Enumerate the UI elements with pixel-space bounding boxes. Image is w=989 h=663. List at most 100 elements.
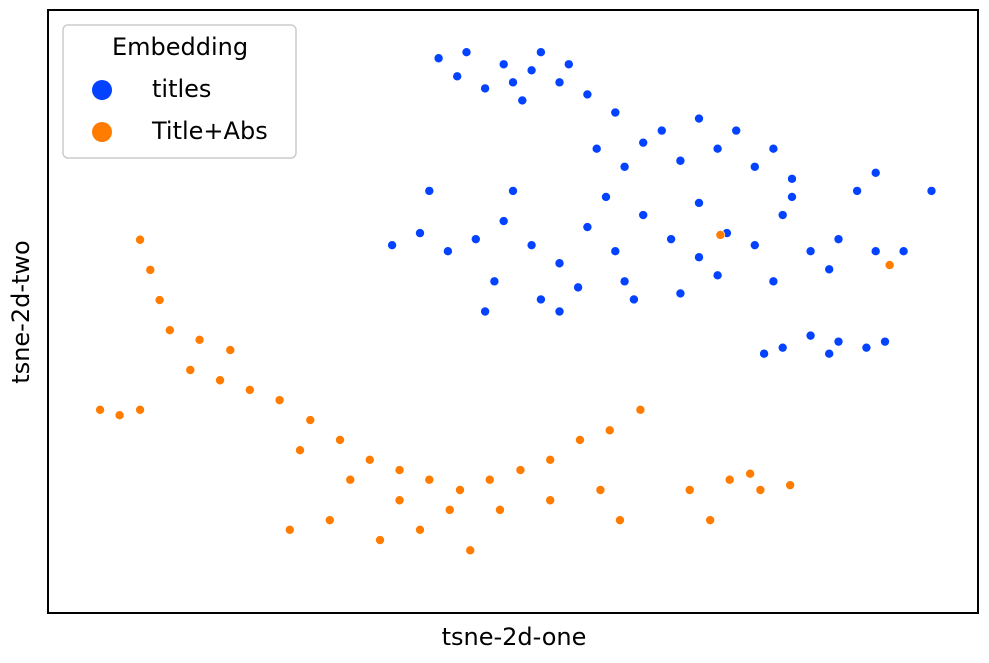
point [833, 336, 844, 347]
point [415, 524, 425, 535]
point [554, 306, 565, 317]
point [824, 264, 835, 275]
point [215, 375, 225, 386]
point [345, 474, 356, 485]
point [749, 161, 760, 172]
point [480, 306, 490, 317]
point [295, 445, 305, 455]
point [777, 210, 788, 220]
point [274, 395, 285, 405]
point [461, 47, 472, 58]
points [95, 47, 937, 556]
point [335, 435, 345, 445]
point [749, 240, 760, 250]
point [805, 246, 816, 256]
point [394, 465, 405, 475]
point [165, 325, 175, 335]
point [610, 107, 621, 118]
point [424, 186, 435, 196]
point [364, 455, 375, 465]
point [898, 246, 909, 256]
point [759, 348, 769, 359]
point [705, 515, 715, 525]
point [712, 270, 723, 281]
point [575, 435, 585, 445]
point [484, 474, 495, 485]
point [629, 294, 639, 305]
point [573, 282, 583, 293]
point [591, 143, 602, 154]
point [635, 404, 646, 415]
point [619, 161, 630, 172]
point [185, 365, 196, 375]
point [444, 505, 455, 515]
point [675, 155, 686, 166]
point [517, 95, 528, 106]
point [135, 404, 145, 415]
point [638, 137, 649, 148]
point [489, 276, 500, 287]
point [508, 186, 518, 196]
point [694, 113, 704, 124]
point [712, 143, 723, 154]
point [154, 295, 165, 305]
point [777, 342, 788, 353]
point [833, 234, 844, 244]
point [675, 288, 686, 299]
point [245, 385, 255, 395]
point [433, 53, 444, 64]
point [194, 335, 205, 345]
point [536, 47, 546, 58]
legend-title: Embedding [112, 33, 248, 61]
point [870, 168, 881, 178]
point [615, 515, 625, 525]
point [95, 404, 105, 415]
point [694, 198, 704, 208]
point [526, 240, 537, 250]
point [768, 143, 779, 154]
x-axis-label: tsne-2d-one [442, 623, 587, 651]
point [595, 485, 606, 495]
point [498, 59, 509, 70]
point [545, 455, 556, 465]
point [824, 348, 835, 359]
point [926, 186, 937, 196]
point [495, 505, 505, 515]
point [545, 495, 556, 506]
point [554, 258, 565, 269]
point [694, 252, 704, 263]
point [135, 234, 145, 245]
point [768, 276, 779, 287]
point [684, 485, 695, 495]
point [465, 545, 476, 556]
legend-marker [92, 122, 112, 142]
point [666, 234, 676, 244]
point [526, 65, 537, 76]
y-axis-label: tsne-2d-two [7, 240, 35, 383]
point [563, 59, 574, 70]
point [536, 294, 546, 305]
point [114, 410, 125, 421]
point [884, 260, 895, 270]
point [656, 125, 667, 136]
legend: Embedding titles Title+Abs [62, 24, 297, 159]
point [715, 230, 726, 240]
point [601, 192, 611, 202]
point [731, 125, 742, 136]
point [470, 234, 481, 244]
legend-marker [92, 80, 112, 100]
point [324, 515, 335, 525]
point [145, 265, 156, 275]
point [724, 474, 735, 485]
point [305, 415, 316, 425]
point [387, 240, 397, 250]
point [861, 342, 872, 353]
point [852, 186, 862, 196]
point [610, 246, 621, 256]
point [424, 474, 435, 485]
point [755, 485, 766, 495]
legend-box [62, 24, 297, 159]
point [480, 83, 490, 94]
point [870, 246, 881, 256]
